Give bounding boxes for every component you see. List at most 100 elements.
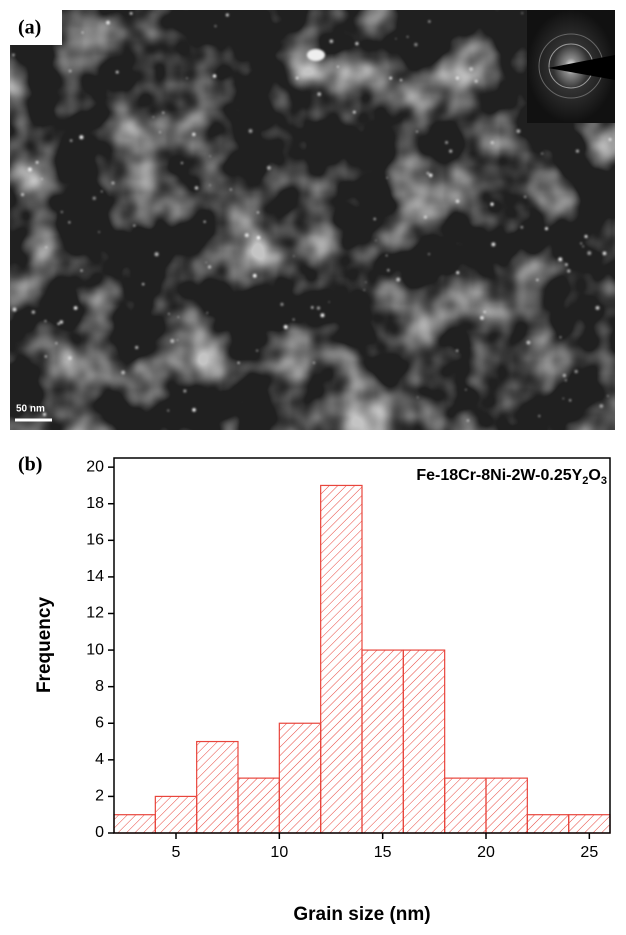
speck bbox=[316, 306, 321, 310]
bar bbox=[113, 814, 156, 834]
y-tick-label: 8 bbox=[95, 678, 104, 695]
speck bbox=[465, 388, 467, 391]
bar bbox=[444, 777, 487, 834]
speck bbox=[423, 215, 427, 219]
speck bbox=[536, 278, 539, 282]
speck bbox=[385, 254, 388, 257]
diffraction-inset bbox=[527, 10, 615, 123]
speck bbox=[562, 397, 564, 400]
speck bbox=[389, 76, 393, 80]
speck bbox=[595, 305, 600, 310]
speck bbox=[183, 389, 187, 393]
speck bbox=[449, 149, 453, 153]
speck bbox=[466, 419, 470, 422]
speck bbox=[159, 131, 161, 134]
speck bbox=[152, 116, 155, 118]
speck bbox=[365, 281, 367, 283]
speck bbox=[587, 251, 592, 255]
y-tick-label: 12 bbox=[86, 605, 104, 622]
speck bbox=[428, 173, 433, 178]
speck bbox=[293, 255, 295, 257]
speck bbox=[192, 408, 196, 412]
speck bbox=[209, 155, 211, 157]
y-tick-label: 2 bbox=[95, 788, 104, 805]
annotation-part: O bbox=[588, 467, 600, 484]
speck bbox=[98, 231, 100, 233]
speck bbox=[168, 313, 170, 315]
speck bbox=[363, 289, 366, 291]
speck bbox=[564, 379, 567, 382]
speck bbox=[162, 111, 165, 114]
speck bbox=[31, 310, 35, 314]
speck bbox=[569, 399, 572, 402]
speck bbox=[580, 242, 582, 245]
speck bbox=[248, 129, 253, 133]
speck bbox=[558, 257, 563, 262]
speck bbox=[115, 70, 119, 74]
speck bbox=[295, 76, 299, 80]
speck bbox=[329, 39, 334, 44]
speck bbox=[60, 211, 63, 213]
x-axis-label: Grain size (nm) bbox=[293, 904, 430, 925]
speck bbox=[311, 306, 314, 309]
panel-label: (a) bbox=[18, 17, 41, 39]
speck bbox=[328, 301, 330, 303]
speck bbox=[320, 313, 325, 318]
speck bbox=[256, 349, 259, 352]
speck bbox=[21, 193, 25, 197]
speck bbox=[456, 271, 460, 275]
speck bbox=[266, 165, 271, 170]
speck bbox=[607, 395, 609, 397]
speck bbox=[29, 405, 32, 408]
x-tick-label: 5 bbox=[172, 844, 181, 861]
x-tick-label: 25 bbox=[580, 844, 598, 861]
bar bbox=[361, 649, 404, 834]
speck bbox=[252, 273, 257, 278]
y-tick-label: 4 bbox=[95, 751, 104, 768]
speck bbox=[214, 25, 217, 28]
speck bbox=[516, 129, 521, 134]
scale-bar-label: 50 nm bbox=[16, 404, 45, 415]
speck bbox=[582, 245, 584, 248]
speck bbox=[480, 315, 484, 320]
speck bbox=[337, 65, 339, 68]
speck bbox=[203, 220, 206, 223]
speck bbox=[68, 69, 72, 73]
speck bbox=[111, 181, 115, 185]
speck bbox=[469, 67, 474, 72]
speck bbox=[387, 269, 390, 272]
speck bbox=[490, 202, 494, 206]
speck bbox=[45, 246, 48, 249]
speck bbox=[417, 396, 419, 398]
speck bbox=[445, 141, 448, 144]
y-tick-label: 10 bbox=[86, 641, 104, 658]
y-tick-label: 18 bbox=[86, 495, 104, 512]
speck bbox=[41, 178, 43, 180]
annotation-part: 3 bbox=[601, 475, 607, 487]
y-tick-label: 20 bbox=[86, 458, 104, 475]
speck bbox=[177, 316, 180, 318]
speck bbox=[373, 217, 376, 221]
speck bbox=[142, 283, 145, 286]
plot-frame bbox=[113, 457, 611, 834]
speck bbox=[352, 110, 356, 114]
speck bbox=[490, 140, 494, 145]
speck bbox=[575, 149, 579, 153]
speck bbox=[237, 361, 240, 364]
speck bbox=[455, 349, 459, 352]
speck bbox=[599, 404, 604, 408]
bar bbox=[278, 722, 322, 834]
speck bbox=[212, 74, 217, 78]
y-axis-label: Frequency bbox=[34, 597, 55, 694]
speck bbox=[69, 139, 73, 142]
annotation-part: Fe-18Cr-8Ni-2W-0.25Y bbox=[416, 467, 582, 484]
bar bbox=[402, 649, 446, 834]
speck bbox=[206, 312, 209, 314]
speck bbox=[399, 79, 403, 82]
speck bbox=[192, 132, 196, 137]
bar bbox=[196, 740, 239, 834]
y-tick-label: 16 bbox=[86, 532, 104, 549]
speck bbox=[225, 13, 229, 17]
speck bbox=[491, 242, 496, 247]
